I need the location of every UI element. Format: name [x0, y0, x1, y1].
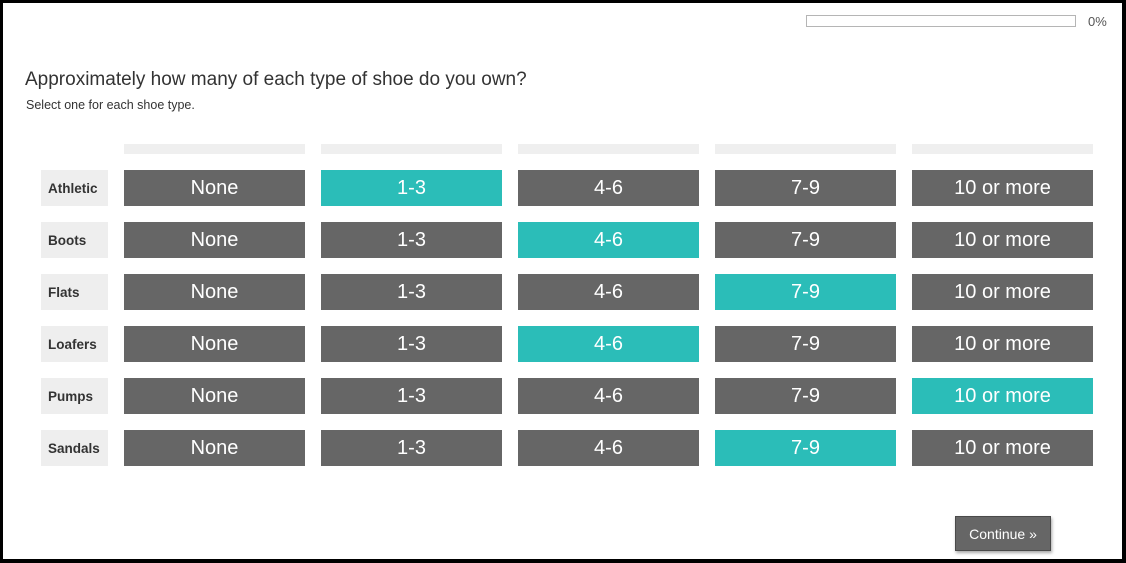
- option-pumps-5[interactable]: 10 or more: [912, 378, 1093, 414]
- option-loafers-2[interactable]: 1-3: [321, 326, 502, 362]
- option-boots-5[interactable]: 10 or more: [912, 222, 1093, 258]
- option-sandals-1[interactable]: None: [124, 430, 305, 466]
- row-label-sandals: Sandals: [41, 430, 108, 466]
- option-sandals-5[interactable]: 10 or more: [912, 430, 1093, 466]
- column-header-strip: [124, 144, 305, 154]
- option-athletic-5[interactable]: 10 or more: [912, 170, 1093, 206]
- continue-button[interactable]: Continue »: [955, 516, 1051, 551]
- option-sandals-2[interactable]: 1-3: [321, 430, 502, 466]
- option-athletic-4[interactable]: 7-9: [715, 170, 896, 206]
- option-loafers-4[interactable]: 7-9: [715, 326, 896, 362]
- option-pumps-4[interactable]: 7-9: [715, 378, 896, 414]
- option-sandals-3[interactable]: 4-6: [518, 430, 699, 466]
- column-header-strip: [715, 144, 896, 154]
- row-label-flats: Flats: [41, 274, 108, 310]
- column-header-strip: [912, 144, 1093, 154]
- option-pumps-1[interactable]: None: [124, 378, 305, 414]
- column-header-strip: [518, 144, 699, 154]
- option-loafers-1[interactable]: None: [124, 326, 305, 362]
- progress-bar: [806, 15, 1076, 27]
- option-sandals-4[interactable]: 7-9: [715, 430, 896, 466]
- progress-percent: 0%: [1088, 14, 1107, 29]
- row-label-boots: Boots: [41, 222, 108, 258]
- option-boots-3[interactable]: 4-6: [518, 222, 699, 258]
- row-label-loafers: Loafers: [41, 326, 108, 362]
- option-flats-5[interactable]: 10 or more: [912, 274, 1093, 310]
- column-header-strip: [321, 144, 502, 154]
- option-flats-2[interactable]: 1-3: [321, 274, 502, 310]
- option-athletic-2[interactable]: 1-3: [321, 170, 502, 206]
- option-boots-1[interactable]: None: [124, 222, 305, 258]
- option-loafers-3[interactable]: 4-6: [518, 326, 699, 362]
- row-label-pumps: Pumps: [41, 378, 108, 414]
- option-athletic-3[interactable]: 4-6: [518, 170, 699, 206]
- option-athletic-1[interactable]: None: [124, 170, 305, 206]
- option-pumps-2[interactable]: 1-3: [321, 378, 502, 414]
- row-label-athletic: Athletic: [41, 170, 108, 206]
- question-title: Approximately how many of each type of s…: [25, 69, 527, 90]
- option-flats-1[interactable]: None: [124, 274, 305, 310]
- question-instructions: Select one for each shoe type.: [26, 98, 195, 112]
- option-boots-4[interactable]: 7-9: [715, 222, 896, 258]
- option-loafers-5[interactable]: 10 or more: [912, 326, 1093, 362]
- option-pumps-3[interactable]: 4-6: [518, 378, 699, 414]
- option-flats-4[interactable]: 7-9: [715, 274, 896, 310]
- option-boots-2[interactable]: 1-3: [321, 222, 502, 258]
- option-flats-3[interactable]: 4-6: [518, 274, 699, 310]
